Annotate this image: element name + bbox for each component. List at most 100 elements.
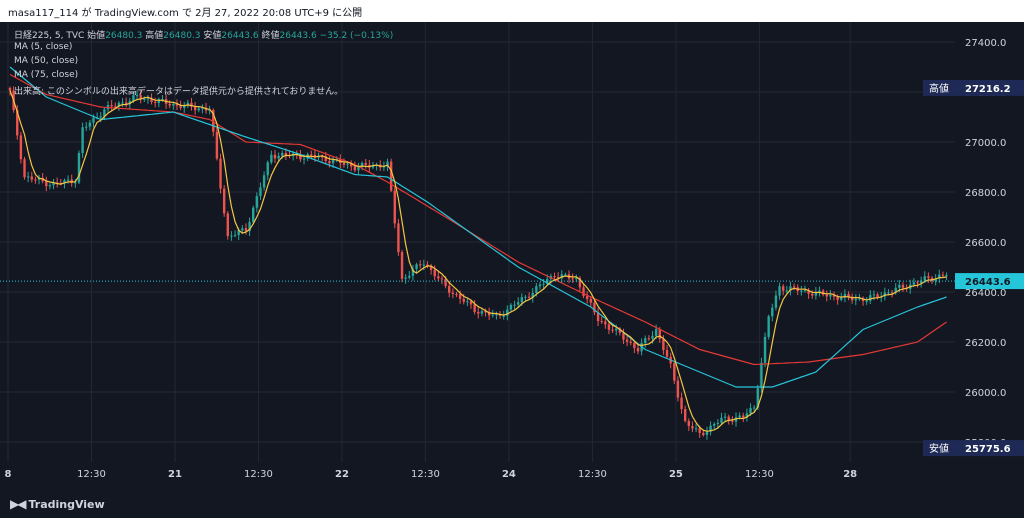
candle-body — [66, 179, 70, 181]
candle-body — [622, 332, 625, 340]
time-tick-label: 8 — [5, 469, 12, 480]
candle-body — [673, 363, 676, 381]
candle-body — [774, 295, 778, 308]
candle-body — [858, 298, 861, 300]
chart-area[interactable]: 高値 安値 日経225, 5, TVC 始値26480.3 高値26480.3 安… — [0, 22, 955, 462]
candle-body — [132, 95, 135, 101]
candle-body — [179, 105, 182, 108]
candle-body — [121, 102, 124, 104]
candle-body — [353, 166, 357, 171]
candle-body — [651, 335, 654, 339]
candle-body — [63, 180, 66, 184]
symbol-label[interactable]: 日経225, 5, TVC — [14, 31, 85, 41]
candle-body — [16, 110, 19, 136]
candle-body — [811, 293, 814, 296]
candle-body — [818, 290, 821, 292]
candle-body — [792, 286, 796, 288]
candle-body — [393, 190, 396, 224]
candle-body — [625, 339, 629, 342]
candle-body — [331, 159, 335, 164]
time-tick-label: 24 — [502, 469, 516, 480]
price-axis[interactable]: 25800.026000.026200.026400.026600.026800… — [955, 22, 1024, 462]
time-tick-label: 12:30 — [411, 469, 440, 480]
candle-body — [462, 298, 465, 302]
candle-body — [313, 154, 317, 158]
candle-body — [222, 188, 226, 214]
candle-body — [23, 159, 26, 178]
ma75-legend[interactable]: MA (75, close) — [14, 70, 79, 80]
candle-body — [266, 162, 269, 176]
low-marker-label: 安値 — [929, 442, 949, 455]
candle-body — [502, 315, 505, 317]
candle-body — [389, 161, 393, 191]
candle-body — [872, 294, 876, 296]
candle-body — [277, 155, 280, 159]
candle-body — [807, 290, 810, 294]
candle-body — [466, 301, 469, 303]
candle-body — [74, 182, 77, 184]
ma5-legend[interactable]: MA (5, close) — [14, 42, 73, 52]
candle-body — [771, 307, 774, 317]
ohlc-legend: 日経225, 5, TVC 始値26480.3 高値26480.3 安値2644… — [14, 28, 393, 41]
ma50-legend[interactable]: MA (50, close) — [14, 56, 79, 66]
candle-body — [607, 324, 611, 330]
publish-info: masa117_114 が TradingView.com で 2月 27, 2… — [8, 8, 363, 19]
candle-body — [143, 98, 146, 100]
candle-body — [473, 304, 476, 312]
price-tick-label: 26000.0 — [965, 388, 1006, 399]
tradingview-logo[interactable]: ▶◀ TradingView — [10, 497, 105, 511]
candle-body — [585, 296, 589, 299]
candle-body — [139, 95, 142, 100]
candle-body — [350, 163, 353, 167]
price-tick-label: 27400.0 — [965, 38, 1006, 49]
candle-body — [814, 291, 818, 296]
candle-body — [146, 98, 150, 100]
candle-body — [527, 296, 531, 298]
candle-body — [117, 102, 121, 107]
candle-body — [19, 135, 23, 160]
candle-body — [455, 293, 458, 295]
candle-body — [691, 426, 694, 429]
candle-body — [88, 122, 92, 127]
candle-body — [208, 109, 211, 111]
candle-body — [150, 98, 153, 103]
candle-body — [676, 380, 680, 398]
low-label: 安値 — [203, 31, 222, 41]
time-axis-canvas[interactable]: 8 12:30 21 12:30 22 12:30 24 12:30 25 12:30 28 — [0, 462, 1024, 484]
candle-body — [836, 296, 839, 300]
candle-body — [154, 102, 157, 104]
candle-body — [876, 294, 879, 298]
candle-body — [734, 417, 738, 422]
candle-body — [575, 278, 578, 280]
candle-body — [386, 161, 389, 167]
candle-body — [705, 431, 709, 435]
candle-body — [636, 348, 640, 352]
candle-body — [360, 163, 364, 168]
brand-label: TradingView — [28, 497, 105, 511]
low-marker-label-box — [923, 440, 955, 457]
candle-body — [894, 287, 897, 293]
low-marker-value: 25775.6 — [965, 444, 1011, 455]
candle-body — [186, 102, 190, 106]
candle-body — [538, 284, 542, 287]
tradingview-logo-icon: ▶◀ — [10, 497, 27, 511]
candle-body — [938, 274, 941, 279]
candle-body — [484, 311, 487, 313]
candle-body — [437, 276, 440, 279]
candle-body — [440, 278, 444, 280]
candle-body — [615, 328, 618, 331]
time-axis[interactable]: 8 12:30 21 12:30 22 12:30 24 12:30 25 12:30 28 — [0, 462, 1024, 484]
candle-body — [252, 207, 255, 222]
candle-body — [912, 282, 916, 285]
candle-body — [495, 314, 498, 316]
price-tick-label: 26400.0 — [965, 288, 1006, 299]
candle-body — [832, 294, 836, 297]
candle-body — [934, 278, 937, 282]
candle-body — [727, 416, 730, 421]
price-axis-canvas[interactable]: 25800.026000.026200.026400.026600.026800… — [955, 22, 1024, 462]
candle-body — [324, 156, 328, 162]
candle-body — [422, 264, 426, 266]
candle-body — [680, 397, 683, 409]
candle-body — [52, 182, 55, 186]
